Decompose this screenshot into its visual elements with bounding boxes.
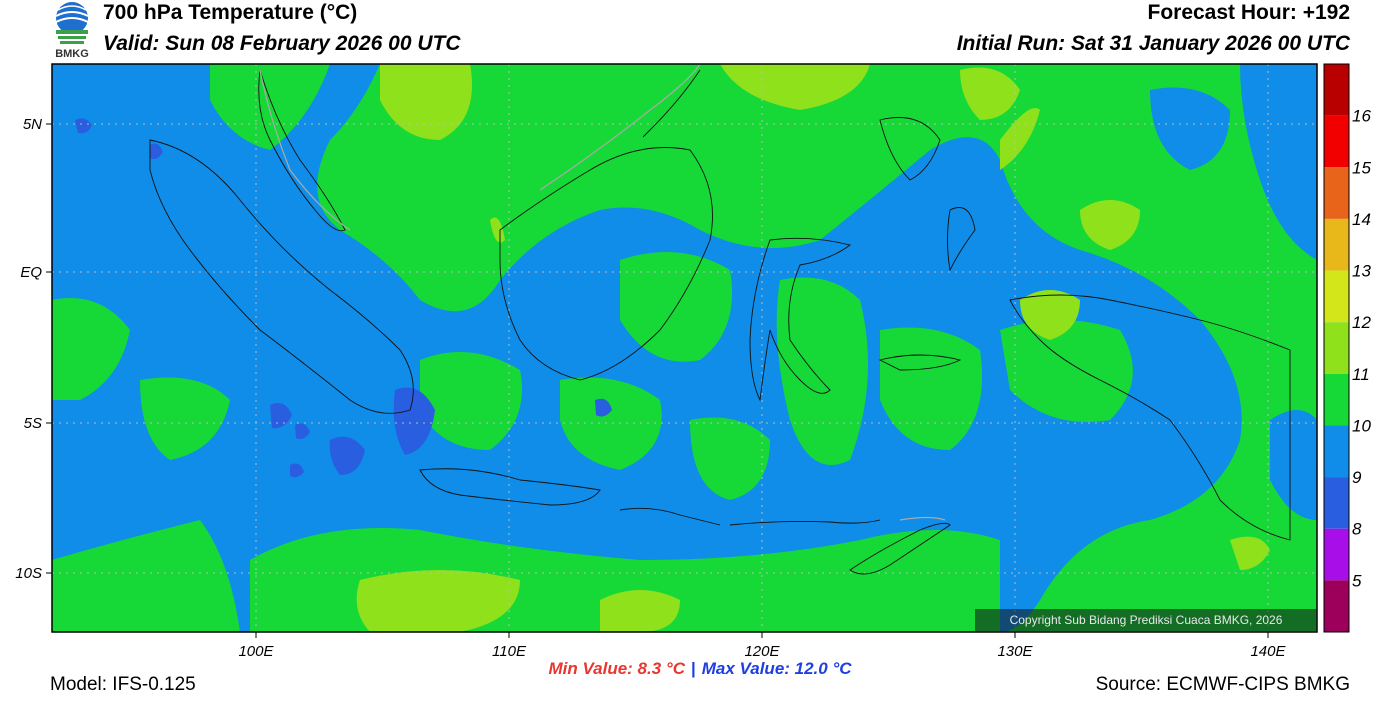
colorbar-segment [1324,167,1349,219]
min-max-values: Min Value: 8.3 °C | Max Value: 12.0 °C [0,659,1400,679]
colorbar-label: 10 [1352,416,1371,435]
coast-malaya [258,69,346,232]
colorbar-label: 11 [1352,365,1370,384]
colorbar-label: 14 [1352,210,1371,229]
lat-label-5s: 5S [24,415,42,432]
lon-label-110e: 110E [492,643,527,660]
graticule [52,64,1317,632]
lon-label-100e: 100E [238,643,274,660]
lat-label-5n: 5N [23,116,42,133]
coast-borneo [499,147,713,381]
initial-run: Initial Run: Sat 31 January 2026 00 UTC [956,32,1350,55]
coast-new-guinea [1009,294,1291,541]
colorbar-segment [1324,373,1349,426]
coast-timor [849,522,951,575]
lon-label-130e: 130E [997,643,1033,660]
min-max-separator: | [690,659,696,678]
source-label: Source: ECMWF-CIPS BMKG [1095,674,1350,695]
colorbar-segment [1324,322,1349,374]
colorbar: 16 15 14 13 12 11 10 9 8 5 [1323,63,1371,633]
max-value: Max Value: 12.0 °C [701,659,852,678]
lon-label-140e: 140E [1250,643,1286,660]
colorbar-label: 13 [1352,262,1371,281]
colorbar-frame [1323,63,1350,633]
colorbar-label: 15 [1352,158,1371,177]
colorbar-label: 5 [1352,571,1362,590]
coast-java [419,468,601,506]
forecast-hour: Forecast Hour: +192 [1147,1,1351,24]
ticks [46,123,1269,638]
model-label: Model: IFS-0.125 [50,674,196,695]
coast-flores [729,519,881,526]
colorbar-label: 9 [1352,468,1362,487]
colorbar-segment [1324,270,1349,323]
lon-label-120e: 120E [744,643,780,660]
min-value: Min Value: 8.3 °C [548,659,685,678]
coast-palawan [642,69,701,138]
colorbar-label: 8 [1352,520,1362,539]
temperature-field [52,64,1317,632]
coast-mindanao [879,117,941,181]
lat-label-eq: EQ [20,264,42,281]
colorbar-segment [1324,218,1349,271]
colorbar-label: 12 [1352,313,1371,332]
bmkg-logo: BMKG [55,2,89,60]
colorbar-segment [1324,425,1349,478]
map-frame [51,63,1318,633]
lat-label-10s: 10S [15,565,42,582]
coast-sulawesi [749,237,852,402]
borders [259,64,946,521]
coast-halmahera [947,207,976,272]
logo-text: BMKG [55,48,89,60]
colorbar-segment [1324,528,1349,581]
coastlines [149,69,1291,575]
valid-time: Valid: Sun 08 February 2026 00 UTC [103,32,461,55]
chart-title: 700 hPa Temperature (°C) [103,1,358,24]
coast-seram [878,354,962,371]
copyright-notice: Copyright Sub Bidang Prediksi Cuaca BMKG… [975,609,1317,631]
colorbar-label: 16 [1352,107,1371,126]
colorbar-segment [1324,580,1349,632]
colorbar-segment [1324,64,1349,116]
colorbar-segment [1324,477,1349,529]
coast-sumatra [149,139,414,414]
colorbar-segment [1324,115,1349,168]
coast-bali-lombok [619,507,721,526]
